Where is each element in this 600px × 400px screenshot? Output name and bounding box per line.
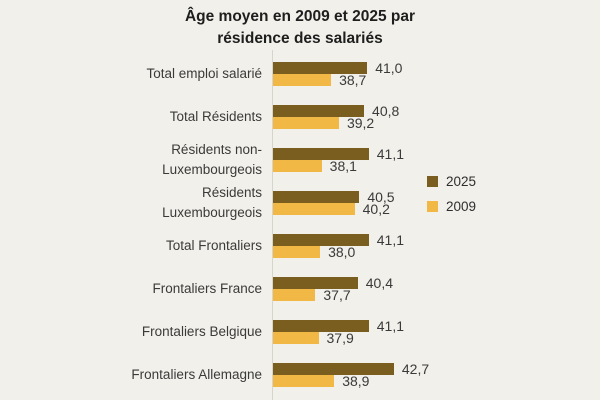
value-label-2009: 38,9 [342, 372, 370, 389]
value-label-2009: 38,7 [339, 71, 367, 88]
bar-2025 [273, 276, 358, 289]
bar-line: 37,7 [273, 286, 600, 303]
value-label-2009: 38,1 [329, 157, 357, 174]
bar-group: 41,1 37,9 [262, 317, 600, 346]
bar-line: 42,7 [273, 360, 600, 377]
bar-2025 [273, 104, 365, 117]
category-label: Résidents non- Luxembourgeois [162, 141, 262, 177]
bar-group: 41,0 38,7 [262, 59, 600, 88]
bar-group: 41,1 38,0 [262, 231, 600, 260]
bar-group: 42,7 38,9 [262, 360, 600, 389]
bar-2025 [273, 362, 394, 375]
value-label-2009: 39,2 [346, 114, 375, 131]
value-label-2009: 37,7 [323, 286, 351, 303]
bar-2009 [273, 331, 319, 344]
category-label: Total Frontaliers [165, 237, 262, 253]
category-row: Total Résidents 40,8 39,2 [0, 95, 600, 138]
value-label-2025: 40,4 [365, 274, 394, 291]
bar-rows: Total emploi salarié 41,0 38,7 Total Réside… [0, 52, 600, 396]
category-row: Résidents non- Luxembourgeois 41,1 38,1 [0, 138, 600, 181]
legend-swatch-icon [427, 176, 438, 187]
bar-2009 [273, 374, 335, 387]
bar-line: 38,0 [273, 243, 600, 260]
bar-group: 40,5 40,2 [262, 188, 600, 217]
bar-line: 41,1 [273, 145, 600, 162]
category-row: Frontaliers Belgique 41,1 37,9 [0, 310, 600, 353]
bar-2025 [273, 319, 369, 332]
bar-line: 40,2 [273, 200, 600, 217]
bar-line: 38,9 [273, 372, 600, 389]
category-row: Frontaliers Allemagne 42,7 38,9 [0, 353, 600, 396]
bar-2025 [273, 61, 368, 74]
chart-title: Âge moyen en 2009 et 2025 par résidence … [0, 6, 600, 50]
bar-group: 41,1 38,1 [262, 145, 600, 174]
y-axis-line [272, 50, 273, 400]
value-label-2009: 40,2 [362, 200, 390, 217]
bar-line: 38,1 [273, 157, 600, 174]
bar-line: 38,7 [273, 71, 600, 88]
bar-2009 [273, 73, 332, 86]
value-label-2009: 37,9 [326, 329, 354, 346]
bar-line: 40,4 [273, 274, 600, 291]
category-row: Résidents Luxembourgeois 40,5 40,2 [0, 181, 600, 224]
value-label-2025: 41,0 [375, 59, 403, 76]
category-row: Total emploi salarié 41,0 38,7 [0, 52, 600, 95]
category-label: Frontaliers Belgique [141, 323, 262, 339]
value-label-2025: 40,5 [367, 188, 395, 205]
category-row: Total Frontaliers 41,1 38,0 [0, 224, 600, 267]
bar-2009 [273, 288, 316, 301]
category-label: Résidents Luxembourgeois [162, 184, 262, 220]
bar-2009 [273, 159, 322, 172]
value-label-2025: 41,1 [376, 145, 405, 162]
bar-line: 39,2 [273, 114, 600, 131]
value-label-2025: 40,8 [372, 102, 400, 119]
bar-group: 40,4 37,7 [262, 274, 600, 303]
bar-line: 40,8 [273, 102, 600, 119]
value-label-2025: 42,7 [401, 360, 430, 377]
bar-line: 40,5 [273, 188, 600, 205]
value-label-2025: 41,1 [376, 231, 405, 248]
bar-2009 [273, 202, 355, 215]
chart-title-line1: Âge moyen en 2009 et 2025 par [184, 8, 416, 25]
value-label-2009: 38,0 [328, 243, 356, 260]
bar-line: 37,9 [273, 329, 600, 346]
legend-swatch-icon [427, 201, 438, 212]
bar-line: 41,1 [273, 231, 600, 248]
category-label: Frontaliers Allemagne [131, 366, 262, 382]
legend-item-2025: 2025 [427, 174, 476, 189]
bar-2025 [273, 147, 369, 160]
bar-line: 41,1 [273, 317, 600, 334]
bar-2025 [273, 190, 360, 203]
bar-2025 [273, 233, 369, 246]
category-label: Total emploi salarié [146, 65, 262, 81]
legend-label: 2009 [446, 199, 477, 214]
legend-item-2009: 2009 [427, 199, 476, 214]
chart-title-line2: résidence des salariés [217, 30, 383, 47]
legend-label: 2025 [446, 174, 477, 189]
category-label: Total Résidents [169, 108, 262, 124]
bar-group: 40,8 39,2 [262, 102, 600, 131]
bar-line: 41,0 [273, 59, 600, 76]
value-label-2025: 41,1 [376, 317, 405, 334]
bar-2009 [273, 116, 339, 129]
bar-2009 [273, 245, 321, 258]
category-row: Frontaliers France 40,4 37,7 [0, 267, 600, 310]
legend: 2025 2009 [427, 174, 476, 214]
category-label: Frontaliers France [152, 280, 262, 296]
